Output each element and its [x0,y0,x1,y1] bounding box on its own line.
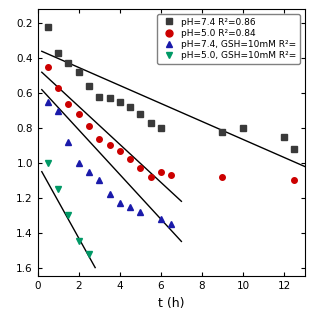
Legend: pH=7.4 R²=0.86, pH=5.0 R²=0.84, pH=7.4, GSH=10mM R²=, pH=5.0, GSH=10mM R²=: pH=7.4 R²=0.86, pH=5.0 R²=0.84, pH=7.4, … [157,14,300,64]
X-axis label: t (h): t (h) [158,297,184,310]
